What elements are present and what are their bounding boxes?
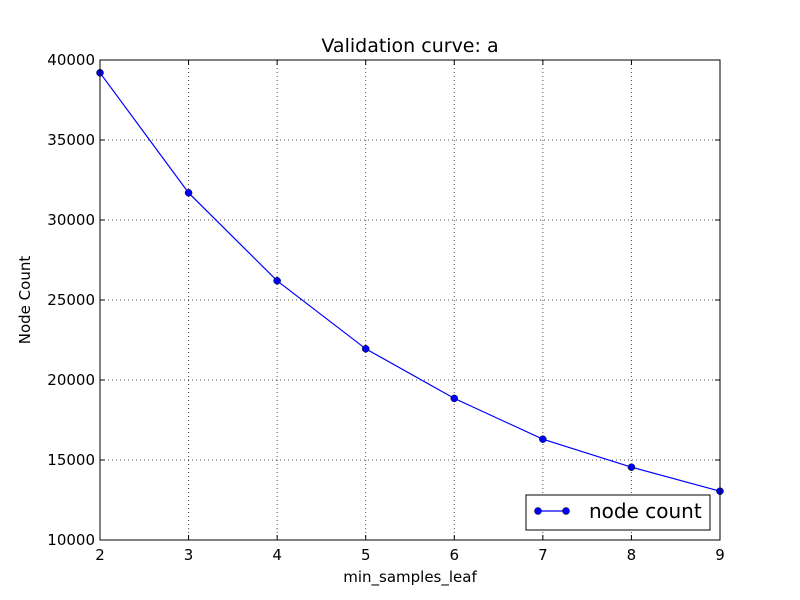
legend-label: node count	[589, 499, 702, 523]
y-tick-label: 25000	[47, 291, 95, 309]
y-tick-label: 30000	[47, 211, 95, 229]
x-tick-label: 7	[538, 546, 548, 564]
data-point	[627, 463, 636, 471]
x-tick-label: 3	[184, 546, 194, 564]
chart-title: Validation curve: a	[321, 35, 498, 57]
y-tick-label: 20000	[47, 371, 95, 389]
y-axis-ticks: 10000 15000 20000 25000 30000 35000 40000	[47, 51, 720, 549]
y-tick-label: 10000	[47, 531, 95, 549]
x-axis-ticks: 2 3 4 5 6 7 8 9	[95, 60, 725, 564]
data-point	[184, 189, 193, 197]
x-axis-label: min_samples_leaf	[343, 568, 477, 587]
x-tick-label: 2	[95, 546, 105, 564]
y-tick-label: 35000	[47, 131, 95, 149]
x-tick-label: 4	[272, 546, 282, 564]
series-layer	[96, 69, 724, 495]
legend: node count	[525, 494, 711, 531]
y-tick-label: 40000	[47, 51, 95, 69]
data-point	[539, 435, 547, 443]
y-tick-label: 15000	[47, 451, 95, 469]
data-point	[450, 394, 459, 403]
x-tick-label: 6	[450, 546, 460, 564]
data-point	[273, 277, 281, 285]
legend-marker-right	[562, 507, 570, 515]
x-tick-label: 9	[715, 546, 725, 564]
x-tick-label: 8	[627, 546, 637, 564]
x-tick-label: 5	[361, 546, 371, 564]
y-axis-label: Node Count	[16, 256, 34, 345]
grid	[99, 59, 721, 541]
legend-marker-left	[534, 507, 542, 515]
legend-box	[525, 494, 711, 531]
series-line	[99, 72, 721, 492]
data-point	[361, 345, 370, 353]
